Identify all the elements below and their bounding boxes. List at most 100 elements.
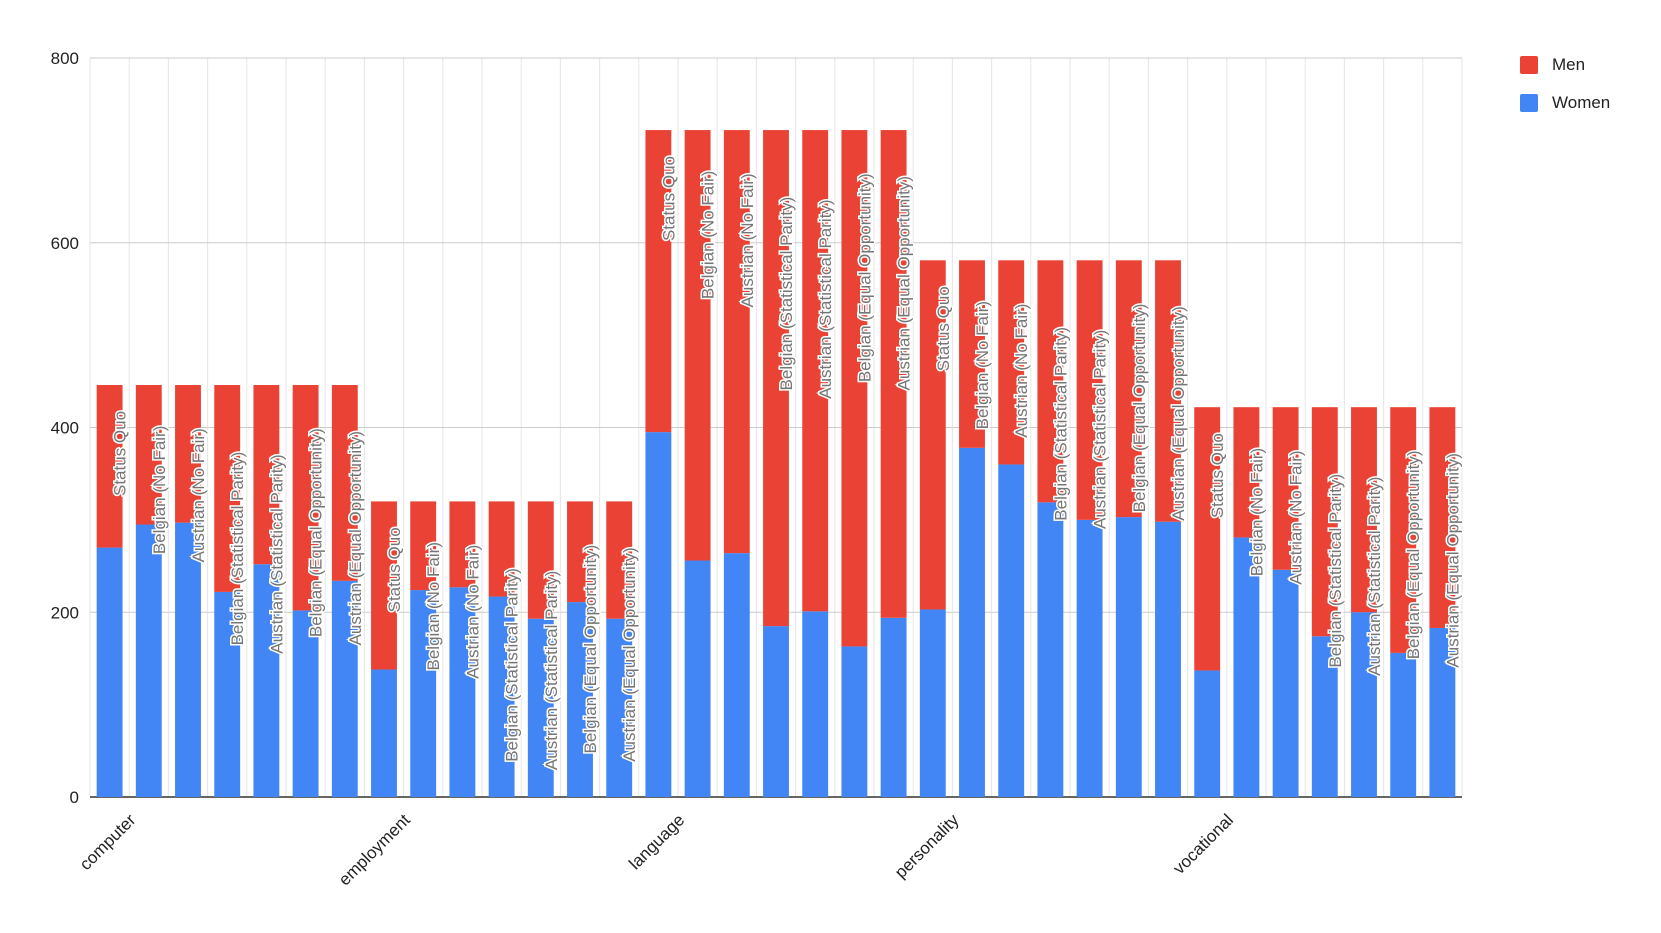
bar-data-label: Status Quo: [659, 156, 678, 241]
bar-men: [802, 130, 829, 612]
bar-data-label: Austrian (No Fair): [189, 428, 208, 562]
bar-men: [1429, 407, 1456, 628]
bar-data-label: Belgian (Statistical Parity): [503, 568, 522, 762]
bar-men: [1351, 407, 1377, 613]
bar-men: [1115, 260, 1142, 518]
bar-data-label: Austrian (No Fair): [738, 173, 757, 307]
bar-data-label: Belgian (Statistical Parity): [1051, 327, 1070, 521]
x-category-label: vocational: [1169, 810, 1237, 878]
bar-men: [253, 385, 280, 565]
bar-data-label: Belgian (Statistical Parity): [228, 452, 247, 646]
bar-women: [1076, 519, 1103, 797]
x-category-label: language: [625, 810, 688, 873]
bar-women: [253, 564, 280, 797]
bar-women: [802, 611, 829, 797]
y-tick-label: 800: [51, 49, 79, 68]
bar-men: [488, 501, 515, 597]
bar-women: [1037, 502, 1064, 797]
bar-women: [645, 432, 672, 797]
bar-men: [959, 260, 985, 448]
x-category-label: personality: [891, 810, 963, 882]
bar-men: [135, 385, 162, 525]
legend-label-women: Women: [1552, 93, 1611, 112]
bar-data-label: Austrian (Equal Opportunity): [895, 176, 914, 391]
bar-men: [684, 130, 711, 561]
bar-women: [919, 609, 946, 797]
bar-women: [567, 602, 593, 797]
x-category-label: computer: [76, 810, 140, 874]
bar-women: [723, 553, 750, 797]
bar-men: [214, 385, 241, 592]
bar-men: [1155, 260, 1181, 522]
bar-women: [1115, 517, 1142, 797]
bar-data-label: Austrian (Statistical Parity): [816, 199, 835, 398]
bar-women: [449, 587, 476, 797]
legend-item-women: Women: [1520, 84, 1610, 122]
bar-men: [371, 501, 397, 670]
legend-label-men: Men: [1552, 55, 1586, 74]
bar-data-label: Belgian (Statistical Parity): [1326, 474, 1345, 668]
x-category-label: employment: [335, 810, 414, 889]
bar-women: [527, 618, 554, 797]
y-tick-label: 200: [51, 603, 79, 622]
legend-swatch-men: [1520, 56, 1538, 74]
bar-women: [1311, 636, 1338, 797]
bar-women: [841, 646, 868, 797]
bar-data-label: Austrian (Equal Opportunity): [620, 547, 639, 762]
bar-women: [371, 669, 397, 797]
bar-data-label: Austrian (No Fair): [1012, 304, 1031, 438]
bar-women: [1390, 652, 1417, 797]
bar-women: [763, 626, 789, 797]
bar-women: [175, 522, 201, 797]
bar-men: [96, 385, 123, 548]
bar-women: [1155, 521, 1181, 797]
bar-data-label: Austrian (Equal Opportunity): [1443, 453, 1462, 668]
bar-women: [1429, 627, 1456, 797]
bar-data-label: Belgian (Equal Opportunity): [855, 173, 874, 382]
y-tick-label: 400: [51, 419, 79, 438]
bar-data-label: Austrian (Statistical Parity): [1091, 330, 1110, 529]
bar-data-label: Austrian (Statistical Parity): [267, 454, 286, 653]
bar-data-label: Austrian (Statistical Parity): [542, 571, 561, 770]
bar-data-label: Belgian (No Fair): [1247, 448, 1266, 577]
bar-women: [1233, 537, 1260, 797]
bar-data-label: Status Quo: [934, 286, 953, 371]
bar-men: [998, 260, 1025, 465]
bar-men: [763, 130, 789, 627]
bar-data-label: Austrian (Statistical Parity): [1365, 477, 1384, 676]
bar-men: [527, 501, 554, 619]
bar-data-label: Status Quo: [385, 527, 404, 612]
bar-data-label: Belgian (Equal Opportunity): [1130, 304, 1149, 513]
bar-men: [1037, 260, 1064, 503]
bar-women: [1351, 612, 1377, 797]
bar-women: [292, 610, 319, 797]
legend: Men Women: [1520, 46, 1610, 122]
bar-data-label: Status Quo: [111, 411, 130, 496]
bar-men: [606, 501, 633, 619]
bar-men: [919, 260, 946, 610]
legend-swatch-women: [1520, 94, 1538, 112]
bar-women: [135, 524, 162, 797]
bar-women: [488, 596, 515, 797]
bar-men: [1076, 260, 1103, 520]
bar-data-label: Austrian (Equal Opportunity): [346, 431, 365, 646]
bar-data-label: Belgian (Equal Opportunity): [307, 428, 326, 637]
bar-men: [1233, 407, 1260, 538]
legend-item-men: Men: [1520, 46, 1610, 84]
bar-women: [410, 590, 437, 797]
bar-women: [684, 560, 711, 797]
bar-men: [449, 501, 476, 588]
bar-data-label: Belgian (Statistical Parity): [777, 197, 796, 391]
bar-men: [1311, 407, 1338, 637]
bar-men: [880, 130, 907, 618]
bar-data-label: Belgian (No Fair): [424, 542, 443, 671]
bar-data-label: Status Quo: [1208, 433, 1227, 518]
bar-data-label: Belgian (No Fair): [699, 171, 718, 300]
bar-data-label: Belgian (Equal Opportunity): [581, 545, 600, 754]
bar-women: [1272, 569, 1299, 797]
bar-women: [998, 464, 1025, 797]
bar-men: [645, 130, 672, 433]
bar-women: [959, 447, 985, 797]
bar-data-label: Austrian (No Fair): [463, 545, 482, 679]
bar-men: [175, 385, 201, 523]
